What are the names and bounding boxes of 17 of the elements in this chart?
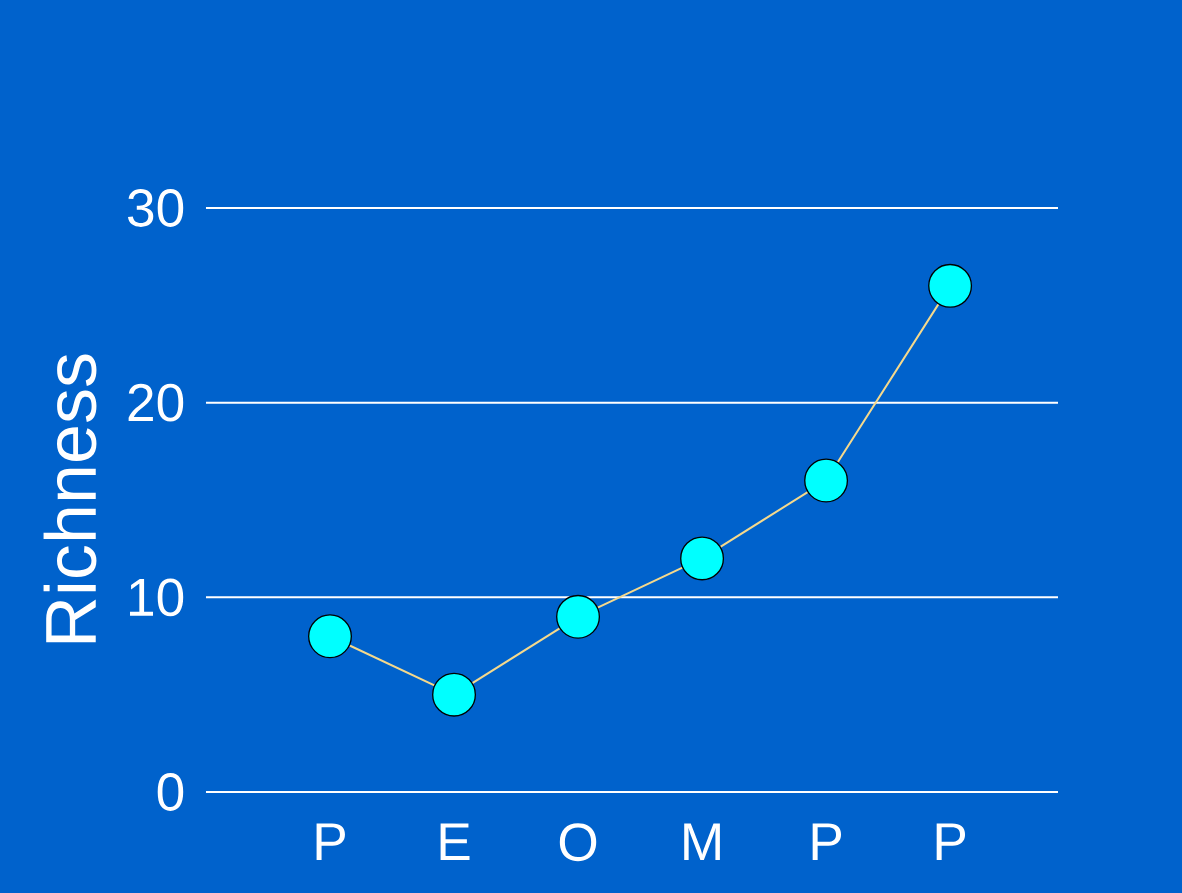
x-tick-label: O: [559, 823, 597, 862]
y-tick-label: 20: [128, 383, 184, 422]
x-tick-label: E: [440, 823, 470, 861]
point: [432, 672, 477, 717]
point: [308, 614, 353, 659]
y-tick-label: 30: [127, 189, 184, 227]
x-tick-label: P: [316, 823, 345, 861]
x-tick-label: P: [936, 823, 966, 861]
y-tick-label: 10: [130, 578, 184, 617]
y-axis-title: Richness: [43, 354, 97, 643]
y-tick-label: 0: [157, 773, 184, 811]
point: [556, 594, 601, 639]
point: [928, 263, 973, 308]
x-tick-label: P: [812, 823, 842, 861]
x-tick-label: M: [684, 823, 720, 861]
point: [680, 536, 725, 581]
point: [804, 458, 849, 503]
